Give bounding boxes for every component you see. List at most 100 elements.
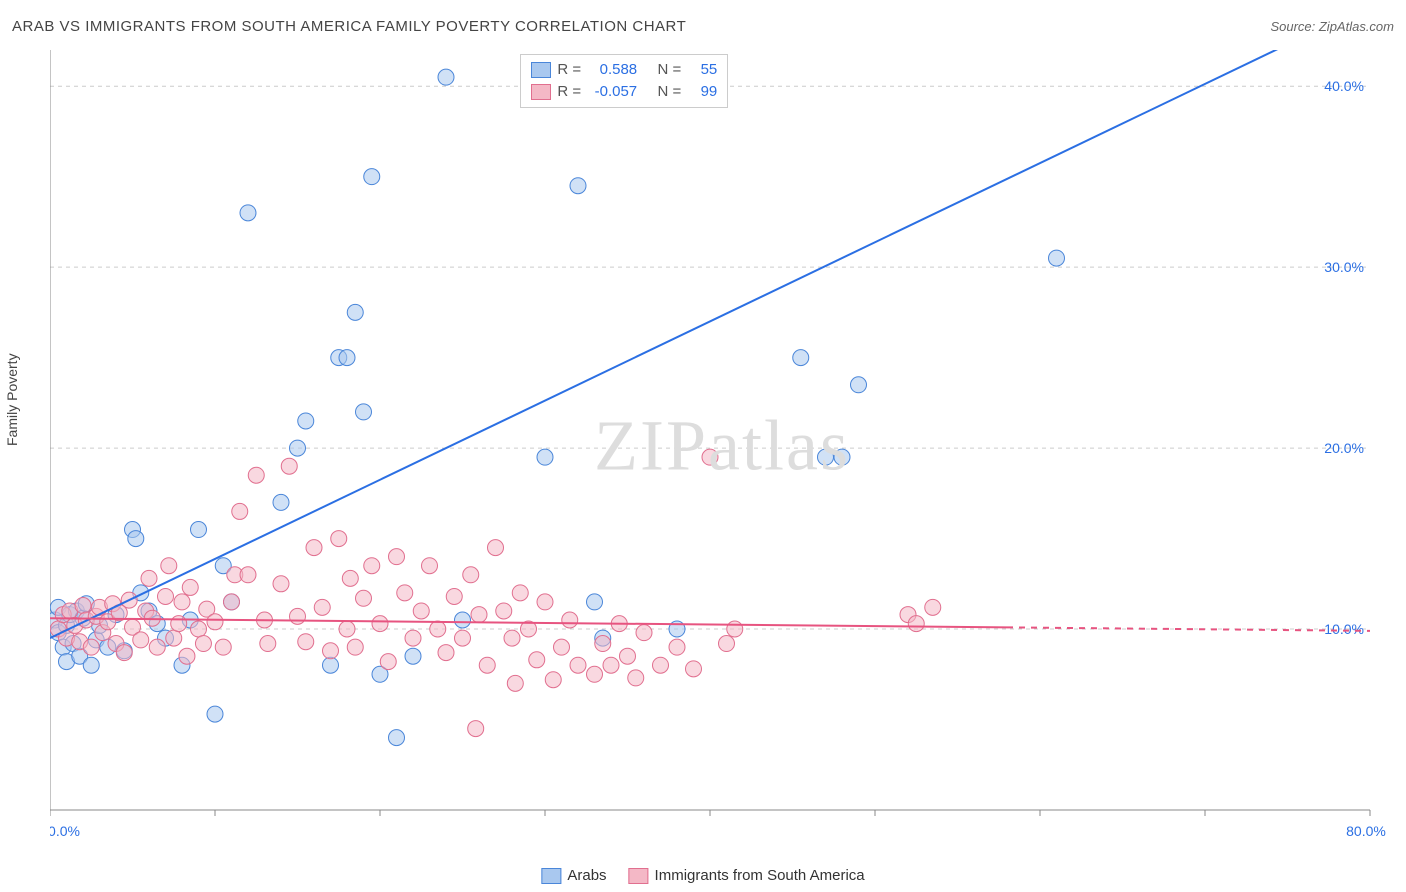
data-point xyxy=(331,531,347,547)
data-point xyxy=(380,654,396,670)
data-point xyxy=(438,645,454,661)
data-point xyxy=(669,639,685,655)
data-point xyxy=(438,69,454,85)
data-point xyxy=(171,616,187,632)
data-point xyxy=(347,304,363,320)
data-point xyxy=(529,652,545,668)
data-point xyxy=(595,636,611,652)
data-point xyxy=(298,413,314,429)
data-point xyxy=(834,449,850,465)
data-point xyxy=(342,570,358,586)
r-value: 0.588 xyxy=(587,59,637,81)
data-point xyxy=(158,588,174,604)
legend-row-immigrants_sa: R =-0.057 N =99 xyxy=(531,81,717,103)
data-point xyxy=(430,621,446,637)
data-point xyxy=(389,549,405,565)
legend-label: Immigrants from South America xyxy=(655,867,865,884)
data-point xyxy=(570,657,586,673)
n-value: 99 xyxy=(687,81,717,103)
svg-text:30.0%: 30.0% xyxy=(1324,259,1364,275)
data-point xyxy=(182,579,198,595)
data-point xyxy=(128,531,144,547)
data-point xyxy=(422,558,438,574)
data-point xyxy=(851,377,867,393)
data-point xyxy=(554,639,570,655)
data-point xyxy=(562,612,578,628)
data-point xyxy=(405,630,421,646)
r-label: R = xyxy=(557,81,581,103)
data-point xyxy=(83,657,99,673)
data-point xyxy=(496,603,512,619)
chart-title: ARAB VS IMMIGRANTS FROM SOUTH AMERICA FA… xyxy=(12,18,686,35)
data-point xyxy=(166,630,182,646)
data-point xyxy=(179,648,195,664)
data-point xyxy=(290,608,306,624)
data-point xyxy=(356,590,372,606)
data-point xyxy=(290,440,306,456)
data-point xyxy=(298,634,314,650)
data-point xyxy=(133,632,149,648)
svg-text:80.0%: 80.0% xyxy=(1346,823,1386,839)
series-legend: Arabs Immigrants from South America xyxy=(541,867,864,884)
data-point xyxy=(471,607,487,623)
legend-label: Arabs xyxy=(567,867,606,884)
data-point xyxy=(339,621,355,637)
svg-text:10.0%: 10.0% xyxy=(1324,621,1364,637)
data-point xyxy=(161,558,177,574)
data-point xyxy=(455,612,471,628)
source-name: ZipAtlas.com xyxy=(1319,19,1394,34)
data-point xyxy=(339,350,355,366)
svg-text:20.0%: 20.0% xyxy=(1324,440,1364,456)
data-point xyxy=(587,594,603,610)
data-point xyxy=(191,621,207,637)
data-point xyxy=(347,639,363,655)
data-point xyxy=(727,621,743,637)
data-point xyxy=(793,350,809,366)
data-point xyxy=(323,657,339,673)
data-point xyxy=(636,625,652,641)
data-point xyxy=(141,570,157,586)
data-point xyxy=(195,636,211,652)
svg-text:40.0%: 40.0% xyxy=(1324,78,1364,94)
data-point xyxy=(628,670,644,686)
data-point xyxy=(653,657,669,673)
legend-item-arabs: Arabs xyxy=(541,867,606,884)
legend-row-arabs: R =0.588 N =55 xyxy=(531,59,717,81)
data-point xyxy=(702,449,718,465)
data-point xyxy=(463,567,479,583)
data-point xyxy=(468,721,484,737)
data-point xyxy=(512,585,528,601)
data-point xyxy=(587,666,603,682)
data-point xyxy=(248,467,264,483)
data-point xyxy=(149,639,165,655)
data-point xyxy=(686,661,702,677)
source-prefix: Source: xyxy=(1270,19,1318,34)
y-axis-label: Family Poverty xyxy=(4,353,20,446)
data-point xyxy=(504,630,520,646)
data-point xyxy=(545,672,561,688)
chart-header: ARAB VS IMMIGRANTS FROM SOUTH AMERICA FA… xyxy=(12,18,1394,35)
data-point xyxy=(240,567,256,583)
data-point xyxy=(479,657,495,673)
data-point xyxy=(207,614,223,630)
data-point xyxy=(75,598,91,614)
data-point xyxy=(537,594,553,610)
scatter-chart: 10.0% 20.0% 30.0% 40.0% 0.0% 80.0% xyxy=(50,50,1394,842)
data-point xyxy=(364,558,380,574)
svg-text:0.0%: 0.0% xyxy=(50,823,80,839)
data-point xyxy=(356,404,372,420)
data-point xyxy=(372,616,388,632)
data-point xyxy=(405,648,421,664)
data-point xyxy=(389,730,405,746)
data-point xyxy=(191,522,207,538)
data-point xyxy=(719,636,735,652)
legend-swatch xyxy=(629,868,649,884)
data-point xyxy=(570,178,586,194)
data-point xyxy=(488,540,504,556)
n-value: 55 xyxy=(687,59,717,81)
data-point xyxy=(620,648,636,664)
r-label: R = xyxy=(557,59,581,81)
data-point xyxy=(240,205,256,221)
data-point xyxy=(455,630,471,646)
chart-source: Source: ZipAtlas.com xyxy=(1270,19,1394,34)
